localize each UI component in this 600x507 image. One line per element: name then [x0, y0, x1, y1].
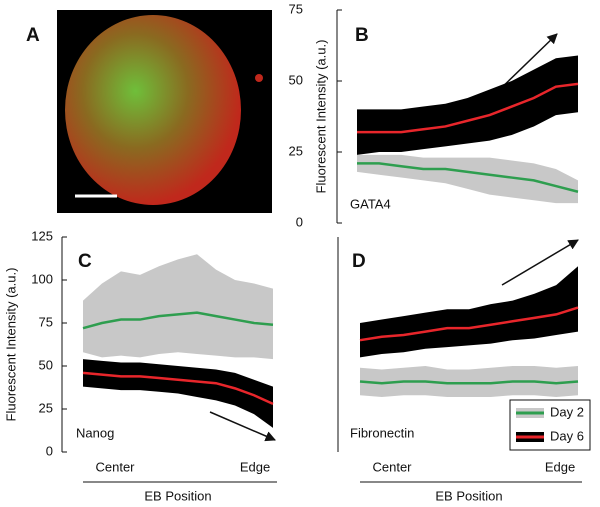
y-tick-label: 25: [289, 143, 303, 158]
y-axis-label: Fluorescent Intensity (a.u.): [3, 268, 18, 422]
panel-letter: C: [78, 251, 92, 272]
x-axis-label: EB Position: [144, 488, 211, 503]
line: [82, 371, 274, 405]
x-tick-label: Center: [95, 459, 135, 474]
annotation: GATA4: [350, 196, 391, 211]
x-tick-label: Edge: [240, 459, 270, 474]
speck: [255, 74, 263, 82]
line: [357, 162, 579, 193]
line: [82, 311, 274, 330]
band: [83, 254, 273, 360]
x-axis-label: EB Position: [435, 488, 502, 503]
legend-label: Day 6: [550, 428, 584, 443]
panel-letter: B: [355, 25, 369, 46]
line: [359, 306, 579, 342]
y-tick-label: 25: [39, 400, 53, 415]
panel-letter: D: [352, 251, 366, 272]
y-tick-label: 75: [289, 1, 303, 16]
band: [83, 359, 273, 428]
band: [357, 55, 578, 155]
legend-label: Day 2: [550, 404, 584, 419]
y-tick-label: 100: [31, 271, 53, 286]
annotation: Fibronectin: [350, 425, 414, 440]
embryoid-body: [65, 15, 241, 205]
annotation: Nanog: [76, 425, 114, 440]
trend-arrow: [501, 239, 579, 286]
x-tick-label: Edge: [545, 459, 575, 474]
y-tick-label: 50: [39, 357, 53, 372]
band: [360, 266, 578, 358]
band: [360, 366, 578, 397]
y-tick-label: 125: [31, 228, 53, 243]
y-axis-label: Fluorescent Intensity (a.u.): [313, 40, 328, 194]
line: [359, 380, 579, 385]
y-tick-label: 50: [289, 72, 303, 87]
y-tick-label: 0: [296, 214, 303, 229]
line: [357, 82, 579, 134]
y-tick-label: 75: [39, 314, 53, 329]
trend-arrow: [209, 411, 276, 442]
panel-letter: A: [26, 25, 40, 46]
y-tick-label: 0: [46, 443, 53, 458]
x-tick-label: Center: [372, 459, 412, 474]
